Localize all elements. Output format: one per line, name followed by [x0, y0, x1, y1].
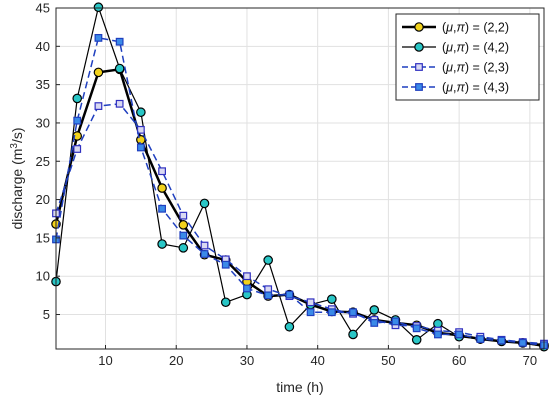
legend-label: (μ,π) = (4,2) [442, 41, 509, 55]
data-point [158, 204, 166, 213]
data-point [476, 335, 485, 343]
axes-box [55, 7, 545, 350]
y-tick-label: 25 [36, 154, 50, 169]
data-point [412, 324, 421, 333]
y-tick-label: 45 [36, 1, 50, 16]
data-point [284, 321, 295, 332]
data-point [157, 183, 167, 193]
x-tick-label: 20 [169, 353, 183, 368]
series-line [55, 37, 545, 346]
legend-label: (μ,π) = (4,3) [442, 81, 509, 95]
y-tick-label: 15 [36, 230, 50, 245]
x-axis-label: time (h) [276, 379, 323, 395]
y-axis-label: discharge (m3/s) [9, 127, 25, 229]
x-tick-label: 40 [310, 353, 324, 368]
data-point [114, 63, 125, 74]
legend-marker [414, 22, 424, 32]
data-point [179, 211, 188, 220]
data-point [264, 291, 273, 300]
data-point [434, 330, 442, 339]
data-point [455, 330, 464, 339]
y-tick-label: 20 [36, 192, 50, 207]
data-point [72, 93, 83, 104]
x-tick-label: 70 [523, 353, 537, 368]
data-point [200, 241, 209, 250]
data-point [158, 167, 166, 176]
data-point [93, 2, 104, 13]
y-tick-label: 35 [36, 77, 50, 92]
x-tick-label: 60 [452, 353, 466, 368]
data-point [243, 284, 251, 293]
data-point [369, 305, 380, 315]
data-point [518, 338, 527, 347]
data-point [115, 99, 124, 108]
data-point [73, 145, 82, 153]
data-point [433, 318, 443, 329]
data-point [94, 33, 103, 42]
data-point [220, 297, 231, 308]
data-point [179, 231, 188, 240]
legend-entry: (μ,π) = (2,2) [402, 21, 509, 35]
data-point [243, 272, 251, 281]
legend-entry: (μ,π) = (4,3) [402, 81, 509, 95]
data-point [178, 220, 189, 230]
series-line [55, 103, 545, 345]
y-tick-label: 30 [36, 115, 50, 130]
data-point [136, 107, 146, 118]
x-tick-label: 10 [98, 353, 112, 368]
legend-marker [415, 83, 423, 91]
legend-marker [414, 42, 424, 52]
data-point [285, 290, 294, 299]
data-point [263, 255, 273, 265]
y-tick-label: 10 [36, 269, 50, 284]
data-point [157, 239, 167, 249]
data-point [115, 37, 124, 46]
data-point [136, 143, 145, 152]
legend-label: (μ,π) = (2,3) [442, 61, 509, 75]
x-axis-ticks: 10 20 30 40 50 60 70 [98, 345, 537, 368]
x-tick-label: 30 [240, 353, 254, 368]
legend: (μ,π) = (2,2) (μ,π) = (4,2) (μ,π) = (2,3) (… [395, 13, 540, 101]
y-tick-label: 40 [36, 39, 50, 54]
x-tick-label: 50 [381, 353, 395, 368]
data-point [327, 308, 336, 317]
data-point [306, 308, 315, 317]
data-point [93, 67, 104, 78]
data-point [306, 298, 315, 307]
data-point [178, 243, 189, 253]
data-point [348, 329, 358, 340]
data-point [136, 125, 145, 134]
data-point [199, 198, 210, 209]
series-1 [51, 64, 549, 350]
data-point [200, 250, 209, 258]
series-layer [51, 2, 549, 352]
data-point [327, 294, 337, 304]
y-axis-ticks: 5 10 15 20 25 30 35 40 45 [36, 1, 60, 322]
data-point [221, 260, 230, 269]
series-4 [52, 33, 548, 350]
series-3 [52, 99, 548, 348]
data-point [370, 319, 379, 327]
data-point [349, 308, 357, 317]
legend-label: (μ,π) = (2,2) [442, 21, 509, 35]
data-point [497, 336, 506, 345]
data-point [411, 335, 422, 345]
data-point [391, 317, 400, 326]
legend-entry: (μ,π) = (4,2) [402, 41, 509, 55]
legend-marker [415, 63, 423, 71]
y-tick-label: 5 [43, 307, 50, 322]
data-point [73, 116, 82, 125]
data-point [94, 102, 103, 110]
legend-entry: (μ,π) = (2,3) [402, 61, 509, 75]
